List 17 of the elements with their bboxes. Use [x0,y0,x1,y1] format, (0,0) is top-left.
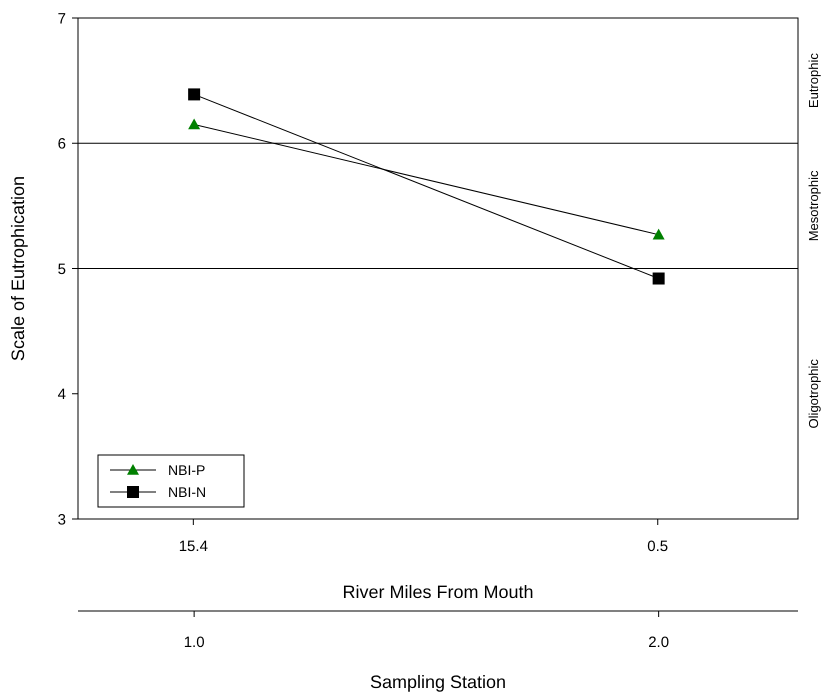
y-axis-title: Scale of Eutrophication [8,176,28,362]
y-tick-label: 6 [58,136,66,152]
y-tick-label: 3 [58,511,66,528]
text: Oligotrophic [806,358,821,428]
text: Mesotrophic [806,170,821,242]
y-tick-label: 7 [58,10,66,28]
y-tick-label: 4 [58,386,66,403]
legend-label: NBI-N [168,484,206,500]
x2-tick-label: 0.5 [647,538,668,555]
y-tick-label: 5 [58,260,66,278]
x-tick-label: 2.0 [648,634,670,651]
x-axis-title: Sampling Station [370,672,506,692]
legend-label: NBI-P [168,462,206,478]
x2-tick-label: 15.4 [178,538,208,555]
text: Eutrophic [806,52,821,108]
x-tick-label: 1.0 [184,634,205,651]
x2-axis-title: River Miles From Mouth [342,582,534,602]
